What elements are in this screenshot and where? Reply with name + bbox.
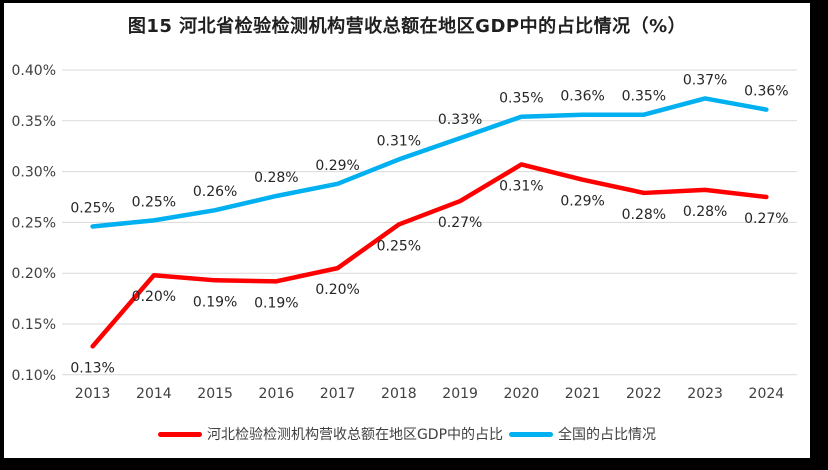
national-data-label: 0.28%	[254, 170, 298, 186]
x-tick-label: 2017	[320, 386, 356, 402]
hebei-data-label: 0.31%	[499, 178, 543, 194]
legend-item-national: 全国的占比情况	[509, 424, 656, 444]
hebei-series-swatch-icon	[157, 431, 202, 437]
x-tick-label: 2013	[75, 386, 111, 402]
hebei-data-label: 0.20%	[132, 289, 176, 305]
hebei-data-label: 0.28%	[683, 204, 727, 220]
national-data-label: 0.33%	[438, 112, 482, 128]
x-tick-label: 2020	[504, 386, 540, 402]
national-data-label: 0.26%	[193, 184, 237, 200]
x-tick-label: 2024	[749, 386, 785, 402]
y-tick-label: 0.20%	[12, 266, 56, 282]
y-tick-label: 0.15%	[12, 317, 56, 333]
national-series-line	[90, 96, 769, 229]
x-tick-label: 2018	[381, 386, 417, 402]
hebei-data-label: 0.20%	[315, 282, 359, 298]
y-tick-label: 0.25%	[12, 215, 56, 231]
national-data-label: 0.25%	[132, 194, 176, 210]
x-tick-label: 2019	[442, 386, 478, 402]
national-data-label: 0.36%	[560, 89, 604, 105]
hebei-data-label: 0.13%	[70, 360, 114, 376]
hebei-data-label: 0.25%	[377, 238, 421, 254]
national-data-label: 0.25%	[70, 200, 114, 216]
national-data-label: 0.36%	[744, 84, 788, 100]
national-series-swatch-icon	[509, 431, 554, 437]
x-tick-label: 2014	[136, 386, 172, 402]
x-tick-label: 2016	[259, 386, 295, 402]
x-tick-label: 2021	[565, 386, 601, 402]
national-data-label: 0.37%	[683, 72, 727, 88]
national-data-label: 0.29%	[315, 158, 359, 174]
national-data-label: 0.31%	[377, 133, 421, 149]
x-tick-label: 2023	[687, 386, 723, 402]
chart-legend: 河北检验检测机构营收总额在地区GDP中的占比 全国的占比情况	[4, 424, 810, 444]
legend-item-hebei: 河北检验检测机构营收总额在地区GDP中的占比	[157, 424, 504, 444]
hebei-data-label: 0.19%	[193, 294, 237, 310]
chart-title: 图15 河北省检验检测机构营收总额在地区GDP中的占比情况（%）	[127, 16, 687, 37]
y-tick-label: 0.10%	[12, 368, 56, 384]
hebei-data-label: 0.28%	[622, 207, 666, 223]
y-tick-label: 0.40%	[12, 63, 56, 79]
y-tick-label: 0.30%	[12, 165, 56, 181]
hebei-data-label: 0.29%	[560, 194, 604, 210]
hebei-data-label: 0.19%	[254, 295, 298, 311]
chart-plot-area: 0.40% 0.35% 0.30% 0.25% 0.20% 0.15% 0.10% 2013 2…	[12, 63, 797, 402]
national-data-label: 0.35%	[499, 91, 543, 107]
legend-label-national: 全国的占比情况	[558, 427, 657, 443]
hebei-data-label: 0.27%	[438, 215, 482, 231]
x-tick-label: 2022	[626, 386, 662, 402]
x-tick-label: 2015	[197, 386, 233, 402]
legend-label-hebei: 河北检验检测机构营收总额在地区GDP中的占比	[206, 427, 504, 443]
hebei-data-label: 0.27%	[744, 211, 788, 227]
y-tick-label: 0.35%	[12, 114, 56, 130]
national-data-label: 0.35%	[622, 89, 666, 105]
hebei-series-line	[90, 162, 769, 349]
